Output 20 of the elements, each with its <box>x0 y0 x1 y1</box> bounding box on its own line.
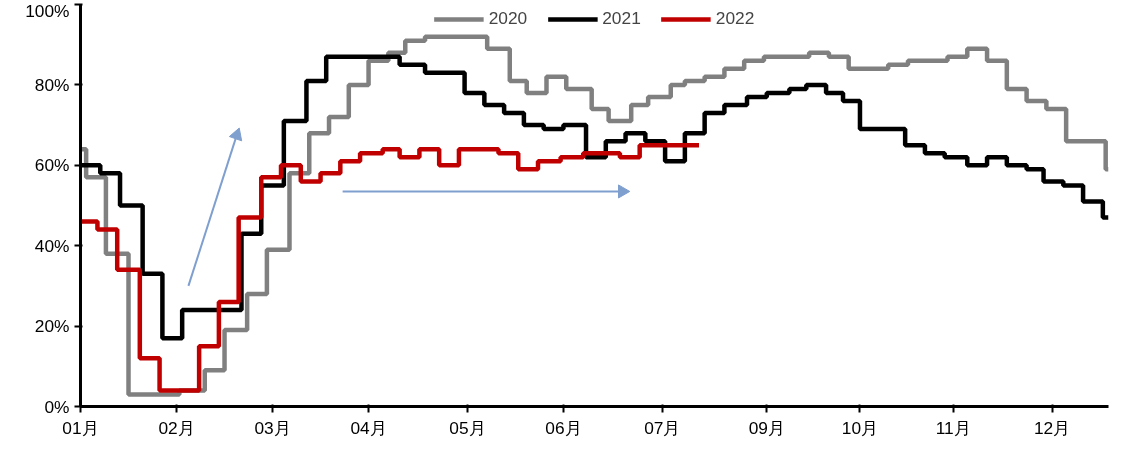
x-tick-label: 03月 <box>254 417 291 438</box>
x-tick-label: 07月 <box>644 417 681 438</box>
x-tick-label: 06月 <box>545 417 582 438</box>
x-tick-label: 10月 <box>841 417 879 438</box>
y-tick-label: 40% <box>34 235 70 256</box>
x-tick-label: 05月 <box>449 417 486 438</box>
x-tick-label: 02月 <box>158 417 195 438</box>
legend-label: 2020 <box>488 8 528 29</box>
x-tick-label: 11月 <box>935 417 971 438</box>
y-tick-label: 60% <box>34 155 70 176</box>
x-tick-label: 04月 <box>350 417 387 438</box>
y-tick-label: 80% <box>34 74 70 95</box>
x-tick-label: 01月 <box>62 417 99 438</box>
x-tick-label: 09月 <box>748 417 785 438</box>
legend-label: 2022 <box>715 8 755 29</box>
y-tick-label: 0% <box>44 396 70 417</box>
legend-label: 2021 <box>602 8 641 29</box>
y-tick-label: 20% <box>34 316 70 337</box>
x-tick-label: 12月 <box>1033 417 1071 438</box>
y-tick-label: 100% <box>25 0 70 21</box>
